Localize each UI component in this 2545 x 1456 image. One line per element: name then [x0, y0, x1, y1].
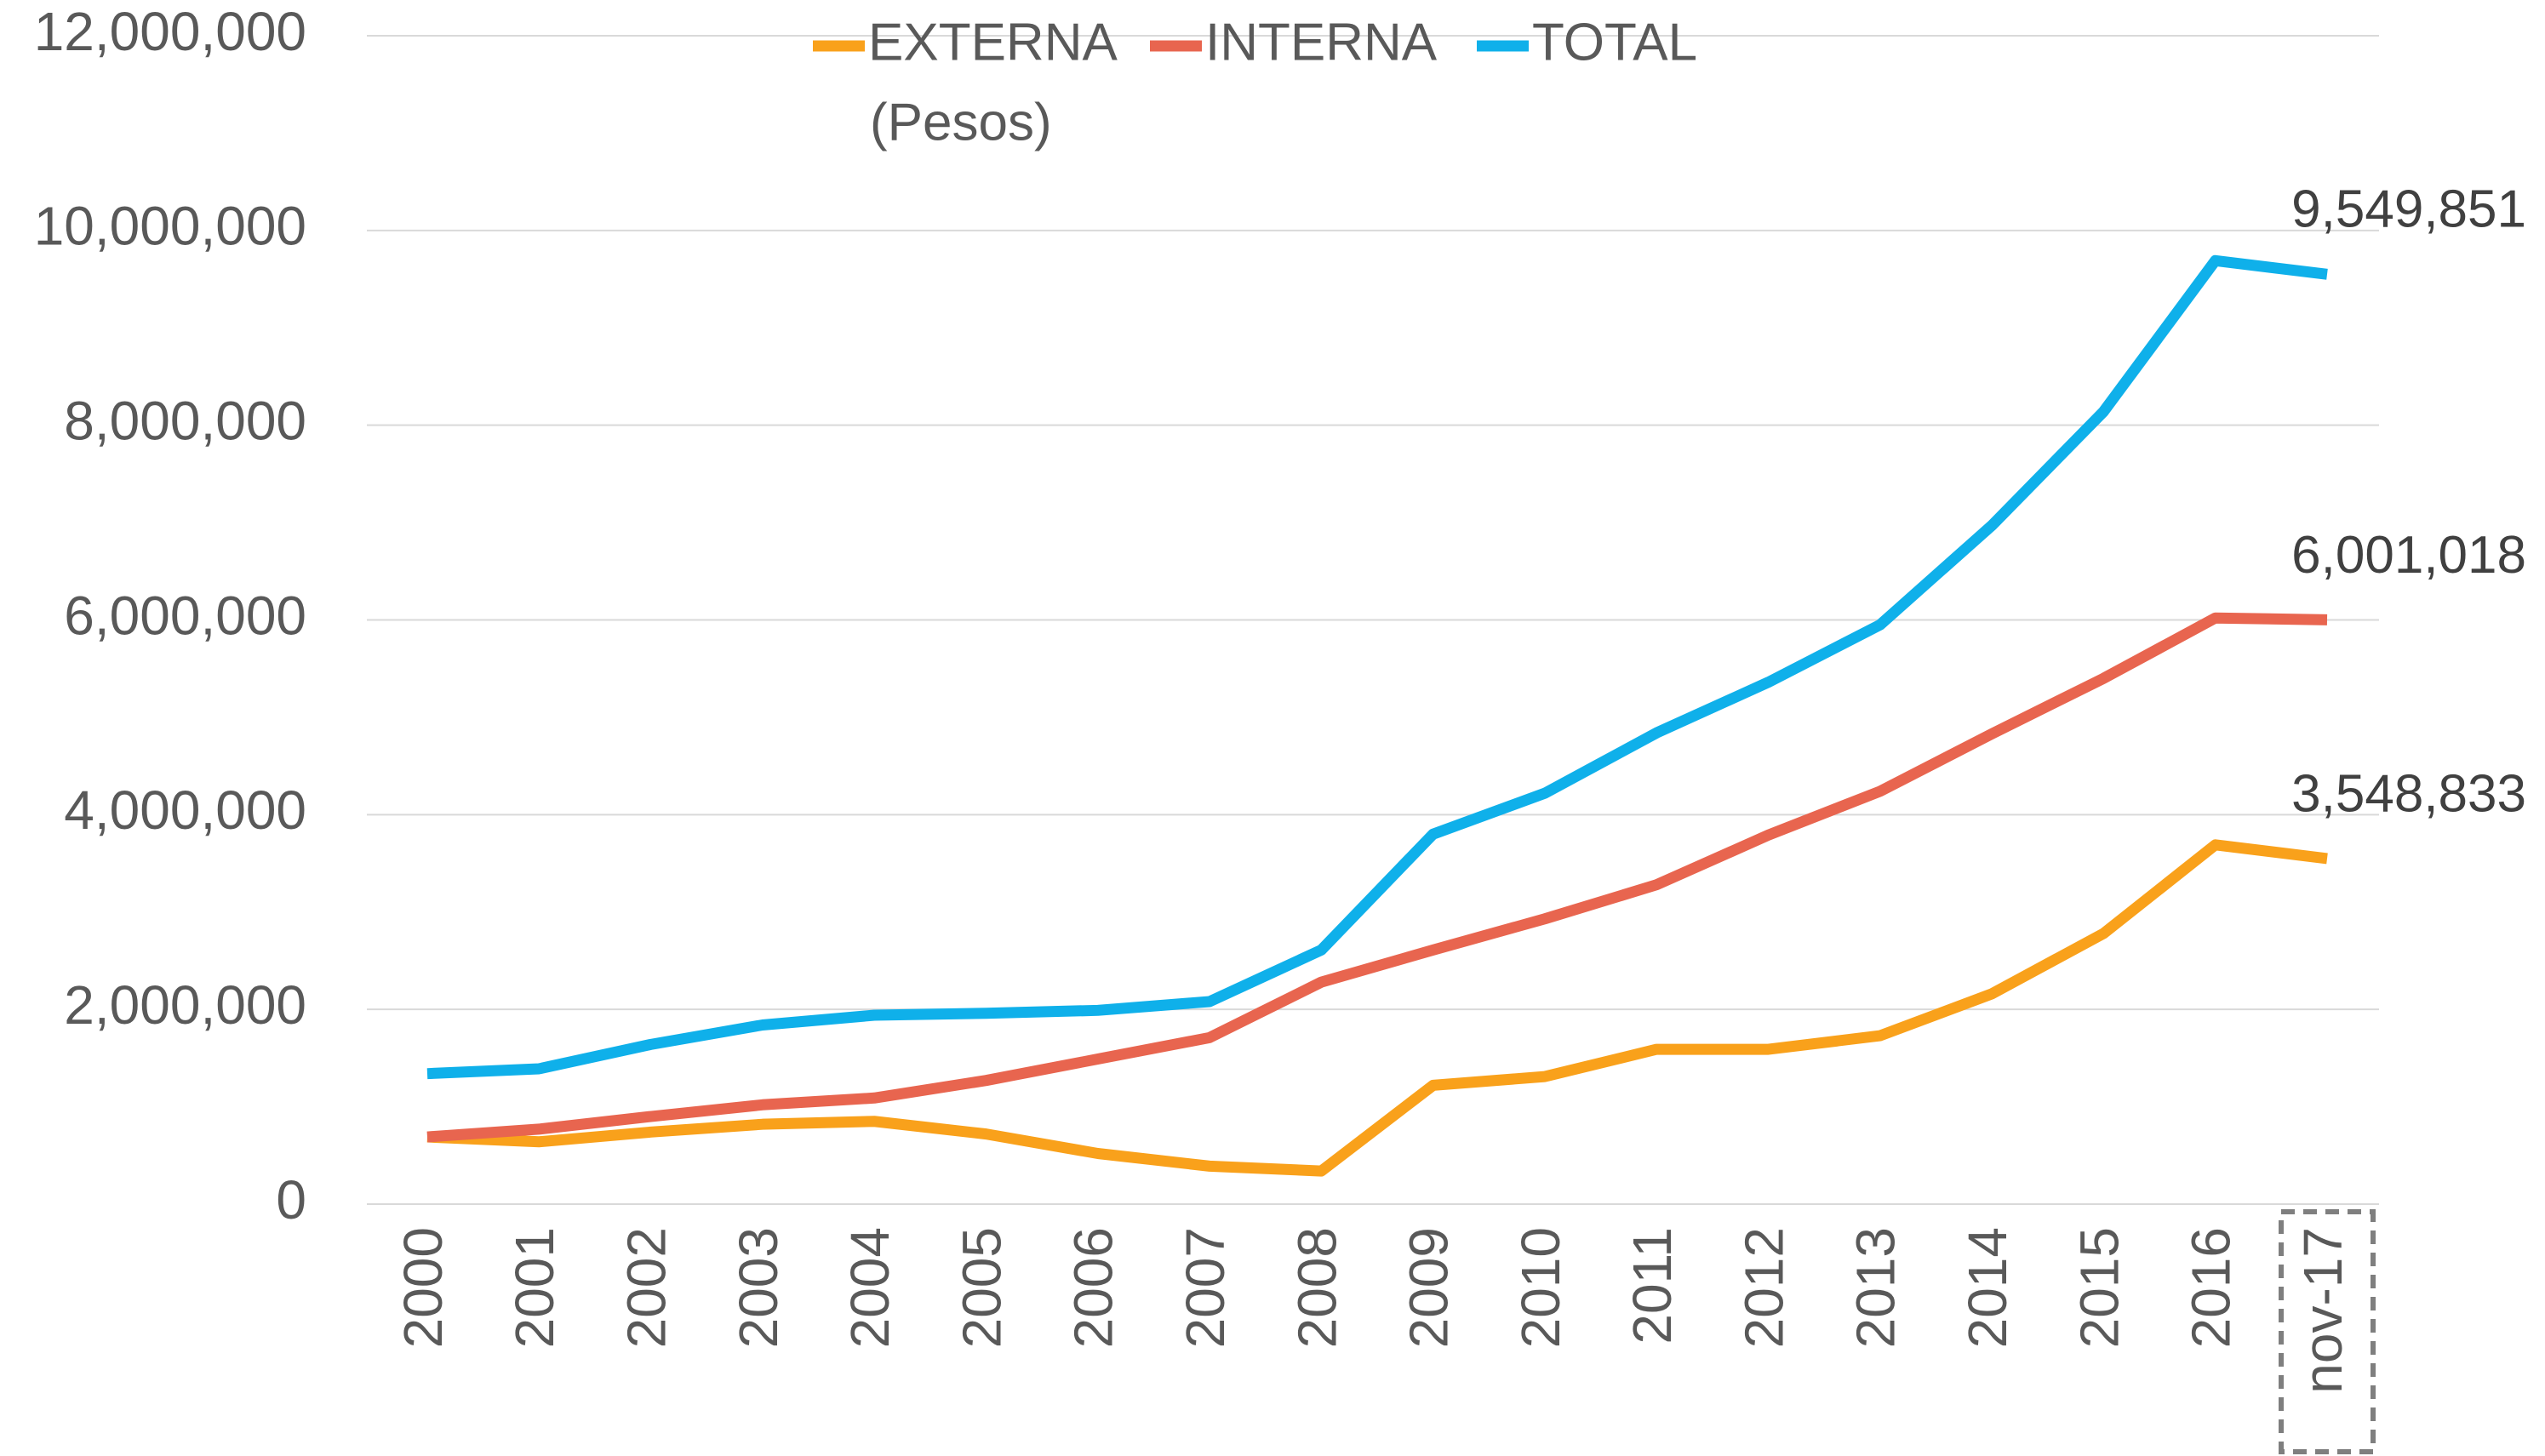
- x-tick-label: 2004: [839, 1227, 901, 1348]
- data-label: 3,548,833: [2291, 764, 2526, 823]
- x-tick-label: 2015: [2068, 1227, 2130, 1348]
- x-tick-label: 2010: [1510, 1227, 1571, 1348]
- y-tick-label: 0: [276, 1169, 306, 1230]
- legend-label: TOTAL: [1532, 13, 1697, 71]
- line: [426, 612, 2328, 1143]
- data-label: 6,001,018: [2291, 526, 2526, 585]
- x-tick-label: 2008: [1286, 1227, 1347, 1348]
- x-tick-label: 2000: [392, 1227, 454, 1348]
- x-tick-label: 2002: [615, 1227, 677, 1348]
- x-tick-label: nov-17: [2292, 1227, 2353, 1394]
- y-tick-label: 2,000,000: [64, 974, 306, 1036]
- x-tick-label: 2016: [2181, 1227, 2242, 1348]
- data-label: 9,549,851: [2291, 180, 2526, 239]
- y-tick-label: 6,000,000: [64, 585, 306, 646]
- line: [426, 839, 2328, 1177]
- y-tick-label: 10,000,000: [34, 196, 306, 257]
- x-tick-label: 2009: [1398, 1227, 1460, 1348]
- x-tick-label: 2014: [1957, 1227, 2018, 1348]
- x-tick-label: 2005: [951, 1227, 1012, 1348]
- y-tick-label: 8,000,000: [64, 391, 306, 452]
- x-tick-label: 2003: [728, 1227, 789, 1348]
- x-tick-label: 2012: [1733, 1227, 1794, 1348]
- y-tick-label: 4,000,000: [64, 779, 306, 841]
- x-tick-label: 2011: [1621, 1227, 1683, 1345]
- line: [426, 254, 2328, 1080]
- y-tick-label: 12,000,000: [34, 1, 306, 62]
- x-tick-label: 2007: [1175, 1227, 1236, 1348]
- x-tick-label: 2013: [1845, 1227, 1907, 1348]
- x-tick-label: 2001: [504, 1227, 565, 1348]
- highlight-box: [2279, 1209, 2376, 1454]
- subtitle: (Pesos): [870, 93, 1052, 151]
- legend-label: EXTERNA: [868, 13, 1118, 71]
- legend-label: INTERNA: [1205, 13, 1438, 71]
- x-tick-label: 2006: [1063, 1227, 1124, 1348]
